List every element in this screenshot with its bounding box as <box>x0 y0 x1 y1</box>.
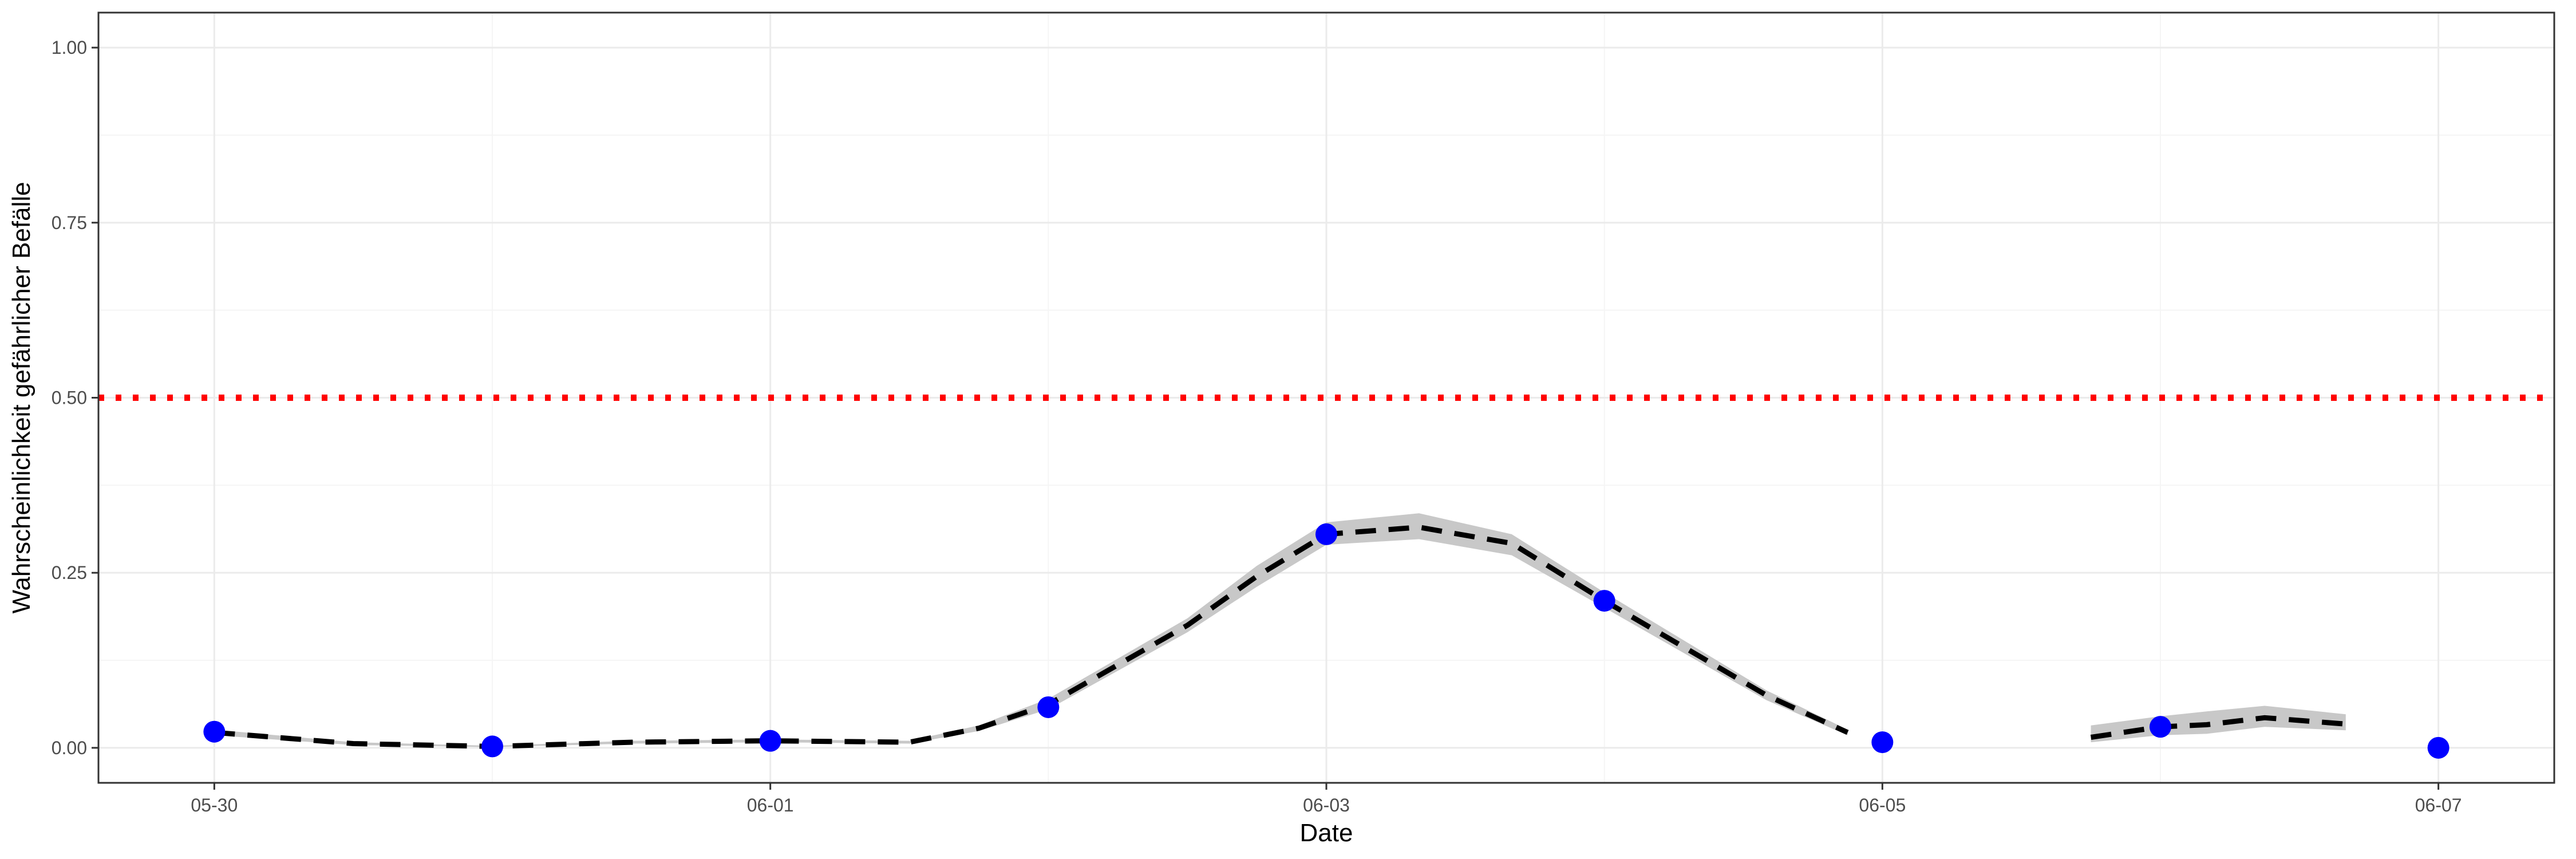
x-axis-ticks: 05-30 06-01 06-03 06-05 06-07 <box>191 783 2462 815</box>
x-axis-title: Date <box>1300 819 1353 847</box>
observed-point <box>481 735 504 758</box>
observed-point <box>203 720 226 743</box>
y-tick-label: 0.25 <box>52 562 87 583</box>
y-tick-label: 0.75 <box>52 212 87 233</box>
x-tick-label: 05-30 <box>191 795 238 815</box>
observed-points <box>203 523 2449 759</box>
observed-point <box>1037 696 1060 718</box>
observed-point <box>2149 716 2171 738</box>
fitted-line <box>214 525 1849 749</box>
observed-point <box>2427 736 2449 759</box>
fitted-line <box>2090 715 2346 740</box>
y-tick-label: 1.00 <box>52 37 87 58</box>
y-axis-ticks: 0.00 0.25 0.50 0.75 1.00 <box>52 37 98 758</box>
x-tick-label: 06-05 <box>1859 795 1906 815</box>
y-axis-title: Wahrscheinlichkeit gefährlicher Befälle <box>7 182 35 613</box>
y-tick-label: 0.00 <box>52 738 87 758</box>
observed-point <box>1593 590 1615 612</box>
observed-point <box>1315 523 1337 545</box>
x-tick-label: 06-01 <box>747 795 794 815</box>
y-tick-label: 0.50 <box>52 388 87 408</box>
fitted-lines <box>214 525 2346 749</box>
x-tick-label: 06-07 <box>2415 795 2462 815</box>
observed-point <box>1871 731 1894 754</box>
x-tick-label: 06-03 <box>1303 795 1350 815</box>
observed-point <box>759 730 781 752</box>
